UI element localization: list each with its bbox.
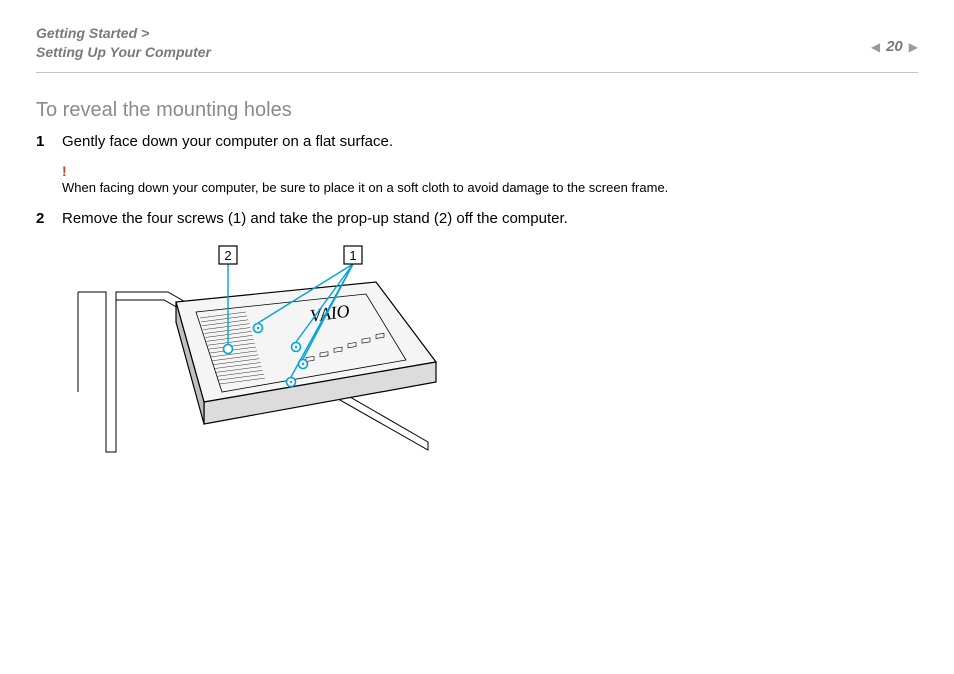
page-number: 20 [886,38,903,55]
prev-page-arrow-icon[interactable]: ◀ [871,40,880,54]
step-row: 2 Remove the four screws (1) and take th… [36,209,918,229]
section-title: To reveal the mounting holes [36,99,918,122]
step-number: 1 [36,132,62,152]
diagram-svg: VAIO21 [76,242,536,472]
page: Getting Started > Setting Up Your Comput… [0,0,954,674]
caution-block: ! When facing down your computer, be sur… [62,164,918,195]
step-text: Gently face down your computer on a flat… [62,132,918,152]
next-page-arrow-icon[interactable]: ▶ [909,40,918,54]
step-row: 1 Gently face down your computer on a fl… [36,132,918,152]
step-number: 2 [36,209,62,229]
svg-text:2: 2 [224,248,231,263]
caution-text: When facing down your computer, be sure … [62,180,668,195]
pager: ◀ 20 ▶ [871,38,918,55]
breadcrumb-line-2: Setting Up Your Computer [36,44,211,60]
breadcrumb: Getting Started > Setting Up Your Comput… [36,24,918,62]
content: To reveal the mounting holes 1 Gently fa… [36,73,918,472]
svg-text:1: 1 [349,248,356,263]
page-header: Getting Started > Setting Up Your Comput… [36,24,918,73]
caution-icon: ! [62,164,918,178]
figure-diagram: VAIO21 [76,242,536,472]
step-text: Remove the four screws (1) and take the … [62,209,918,229]
breadcrumb-line-1: Getting Started > [36,25,149,41]
